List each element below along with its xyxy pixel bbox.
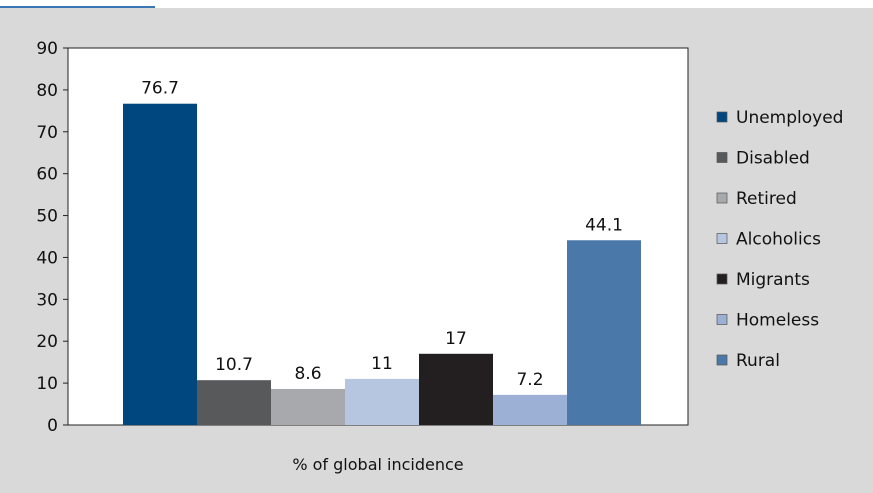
data-label-unemployed: 76.7 bbox=[141, 79, 179, 99]
y-axis-ticks: 0 10 20 30 40 50 60 70 80 90 bbox=[36, 39, 68, 436]
y-tick-label: 60 bbox=[36, 165, 58, 185]
y-tick-label: 50 bbox=[36, 207, 58, 227]
y-tick-label: 40 bbox=[36, 248, 58, 268]
legend-swatch-migrants bbox=[716, 273, 728, 285]
legend: Unemployed Disabled Retired Alcoholics Migra… bbox=[716, 108, 843, 371]
bar-migrants bbox=[419, 353, 493, 425]
legend-label-homeless: Homeless bbox=[736, 311, 819, 331]
data-label-retired: 8.6 bbox=[294, 364, 321, 384]
legend-swatch-disabled bbox=[716, 152, 728, 163]
bar-homeless bbox=[493, 394, 567, 425]
legend-swatch-unemployed bbox=[716, 111, 728, 123]
legend-swatch-homeless bbox=[716, 314, 728, 325]
legend-label-migrants: Migrants bbox=[736, 270, 810, 290]
legend-label-retired: Retired bbox=[736, 189, 797, 209]
data-label-migrants: 17 bbox=[445, 329, 467, 349]
y-tick-label: 90 bbox=[36, 39, 58, 59]
x-axis-label: % of global incidence bbox=[292, 455, 463, 474]
data-labels: 76.7 10.7 8.6 11 17 7.2 44.1 bbox=[141, 79, 623, 390]
data-label-rural: 44.1 bbox=[585, 215, 623, 235]
legend-label-rural: Rural bbox=[736, 351, 780, 371]
legend-swatch-alcoholics bbox=[716, 233, 728, 244]
bar-disabled bbox=[197, 380, 271, 425]
top-accent-line bbox=[0, 6, 155, 8]
data-label-homeless: 7.2 bbox=[516, 370, 543, 390]
legend-swatch-rural bbox=[716, 354, 728, 366]
bars bbox=[123, 103, 641, 425]
bar-retired bbox=[271, 388, 345, 425]
bar-alcoholics bbox=[345, 378, 419, 425]
legend-label-unemployed: Unemployed bbox=[736, 108, 843, 128]
data-label-disabled: 10.7 bbox=[215, 355, 253, 375]
top-strip bbox=[0, 0, 873, 8]
y-tick-label: 20 bbox=[36, 332, 58, 352]
y-tick-label: 10 bbox=[36, 374, 58, 394]
y-tick-label: 70 bbox=[36, 123, 58, 143]
bar-rural bbox=[567, 240, 641, 425]
legend-swatch-retired bbox=[716, 192, 728, 204]
y-tick-label: 30 bbox=[36, 290, 58, 310]
y-tick-label: 80 bbox=[36, 81, 58, 101]
y-tick-label: 0 bbox=[47, 416, 58, 436]
bar-unemployed bbox=[123, 103, 197, 425]
data-label-alcoholics: 11 bbox=[371, 354, 393, 374]
legend-label-disabled: Disabled bbox=[736, 149, 810, 169]
legend-label-alcoholics: Alcoholics bbox=[736, 230, 821, 250]
